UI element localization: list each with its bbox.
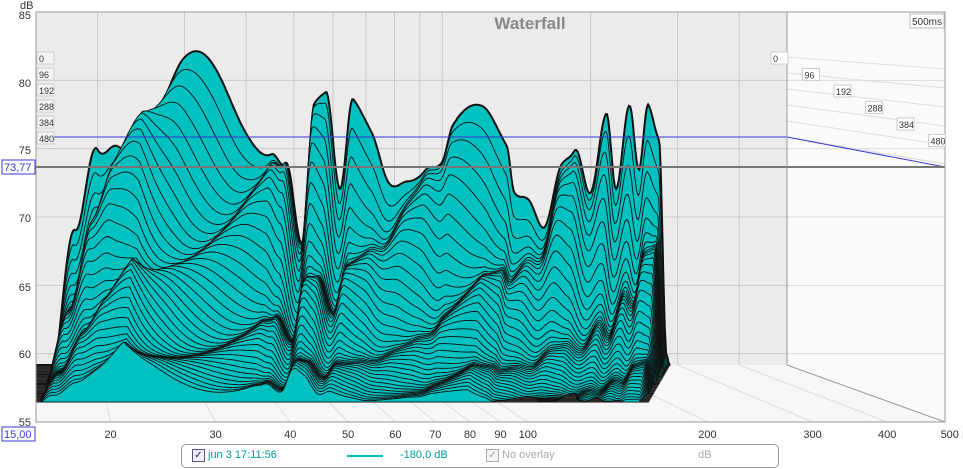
legend: ✓ jun 3 17:11:56 -180,0 dB ✓ No overlay … — [181, 444, 779, 468]
x-tick-label: 70 — [429, 429, 441, 441]
time-tick-box — [36, 131, 55, 145]
x-tick-label: 100 — [519, 429, 537, 441]
x-tick-label: 500 Hz — [941, 429, 963, 441]
floor-gridline — [677, 364, 813, 423]
time-tick-label: 288 — [868, 104, 883, 114]
time-tick-box — [36, 67, 55, 81]
measurement-label: jun 3 17:11:56 — [208, 449, 277, 461]
x-tick-label: 90 — [494, 429, 506, 441]
time-tick-label: 96 — [805, 71, 815, 81]
time-range-label: 500ms — [912, 17, 942, 28]
floor-gridline — [739, 364, 888, 423]
time-tick-box — [928, 134, 946, 147]
x-tick-label: 30 — [210, 429, 222, 441]
time-gridline — [786, 120, 946, 146]
series-line-swatch — [347, 455, 383, 457]
x-tick-label: 200 — [698, 429, 716, 441]
waterfall-slice — [36, 341, 649, 403]
floor-edge — [786, 364, 946, 423]
x-tick-label: 60 — [389, 429, 401, 441]
y-tick-label: 65 — [19, 282, 31, 294]
x-tick-label: 50 — [342, 429, 354, 441]
overlay-checkbox[interactable]: ✓ — [486, 449, 499, 462]
time-tick-box — [36, 83, 55, 97]
time-tick-label: 0 — [773, 54, 778, 64]
measurement-checkbox[interactable]: ✓ — [192, 449, 205, 462]
freq-cursor-box — [1, 426, 36, 442]
time-tick-box — [896, 117, 915, 131]
x-tick-label: 20 — [104, 429, 116, 441]
x-tick-label: 300 — [803, 429, 821, 441]
level-label: -180,0 dB — [400, 449, 448, 461]
time-tick-box — [833, 84, 852, 98]
level-cursor-value: 73,77 — [4, 162, 32, 174]
time-gridline — [786, 88, 946, 108]
time-tick-label: 0 — [39, 54, 44, 64]
y-tick-label: 55 — [19, 417, 31, 429]
y-tick-label: 85 — [19, 10, 31, 22]
time-tick-label: 480 — [39, 134, 54, 144]
x-tick-label: 80 — [464, 429, 476, 441]
time-tick-label: 288 — [39, 102, 54, 112]
time-tick-label: 96 — [39, 70, 49, 80]
time-gridline — [786, 56, 946, 70]
time-range-box — [909, 13, 945, 29]
time-tick-label: 384 — [899, 120, 914, 130]
freq-cursor-value: 15,00 — [4, 429, 32, 441]
level-cursor-box — [1, 159, 36, 175]
y-tick-label: 70 — [19, 213, 31, 225]
time-tick-label: 384 — [39, 118, 54, 128]
x-tick-label: 40 — [284, 429, 296, 441]
y-axis-label: dB — [20, 0, 33, 12]
slices — [36, 50, 671, 403]
time-tick-box — [36, 115, 55, 129]
x-tick-label: 400 — [878, 429, 896, 441]
time-tick-label: 192 — [39, 86, 54, 96]
time-tick-label: 480 — [931, 137, 946, 147]
overlay-label: No overlay — [502, 449, 555, 461]
time-tick-box — [802, 68, 820, 81]
time-tick-box — [865, 101, 883, 114]
unit-label: dB — [698, 449, 712, 461]
y-tick-label: 75 — [19, 145, 31, 157]
y-tick-label: 60 — [19, 349, 31, 361]
y-tick-label: 80 — [19, 78, 31, 90]
time-gridline — [786, 104, 946, 127]
time-tick-box — [36, 51, 55, 65]
chart-title: Waterfall — [494, 14, 565, 33]
time-tick-box — [770, 51, 789, 65]
plot-border — [35, 11, 946, 423]
time-tick-label: 192 — [836, 87, 851, 97]
time-tick-box — [36, 99, 55, 113]
